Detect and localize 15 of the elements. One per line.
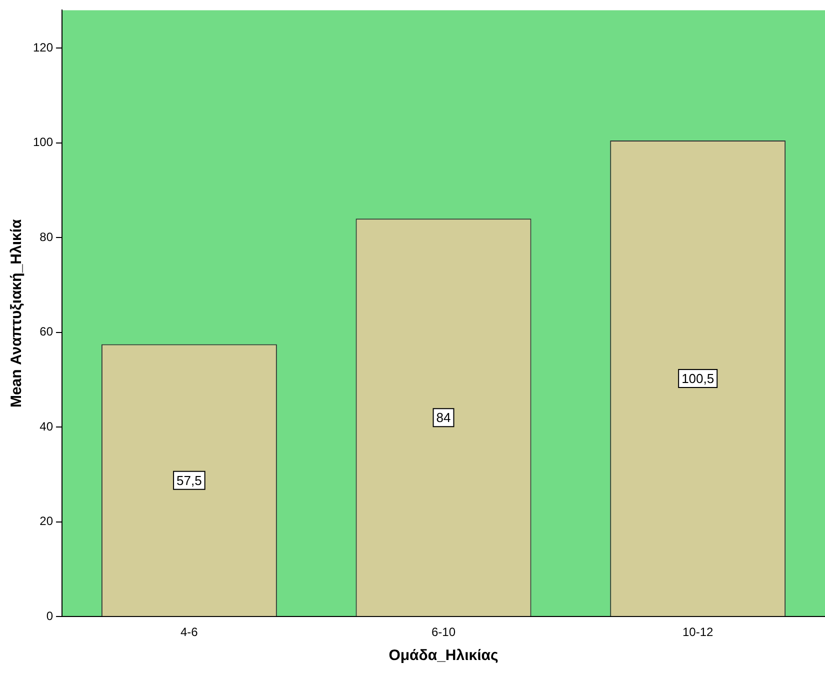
y-tick-label: 40 bbox=[40, 419, 54, 434]
data-label: 57,5 bbox=[176, 472, 202, 488]
y-tick-label: 60 bbox=[40, 324, 54, 339]
y-tick-label: 120 bbox=[32, 40, 54, 54]
x-tick-label: 6-10 bbox=[431, 625, 456, 640]
y-axis-title: Mean Αναπτυξιακή_Ηλικία bbox=[8, 218, 26, 408]
y-tick-label: 80 bbox=[40, 230, 54, 244]
y-tick-label: 0 bbox=[46, 608, 54, 623]
data-label: 100,5 bbox=[682, 371, 714, 386]
data-label: 84 bbox=[436, 410, 451, 426]
x-axis-title: Ομάδα_Ηλικίας bbox=[388, 647, 499, 664]
y-tick-label: 100 bbox=[32, 135, 54, 150]
y-tick-label: 20 bbox=[40, 514, 54, 528]
x-tick-label: 10-12 bbox=[682, 625, 714, 640]
x-tick-label: 4-6 bbox=[180, 625, 198, 640]
